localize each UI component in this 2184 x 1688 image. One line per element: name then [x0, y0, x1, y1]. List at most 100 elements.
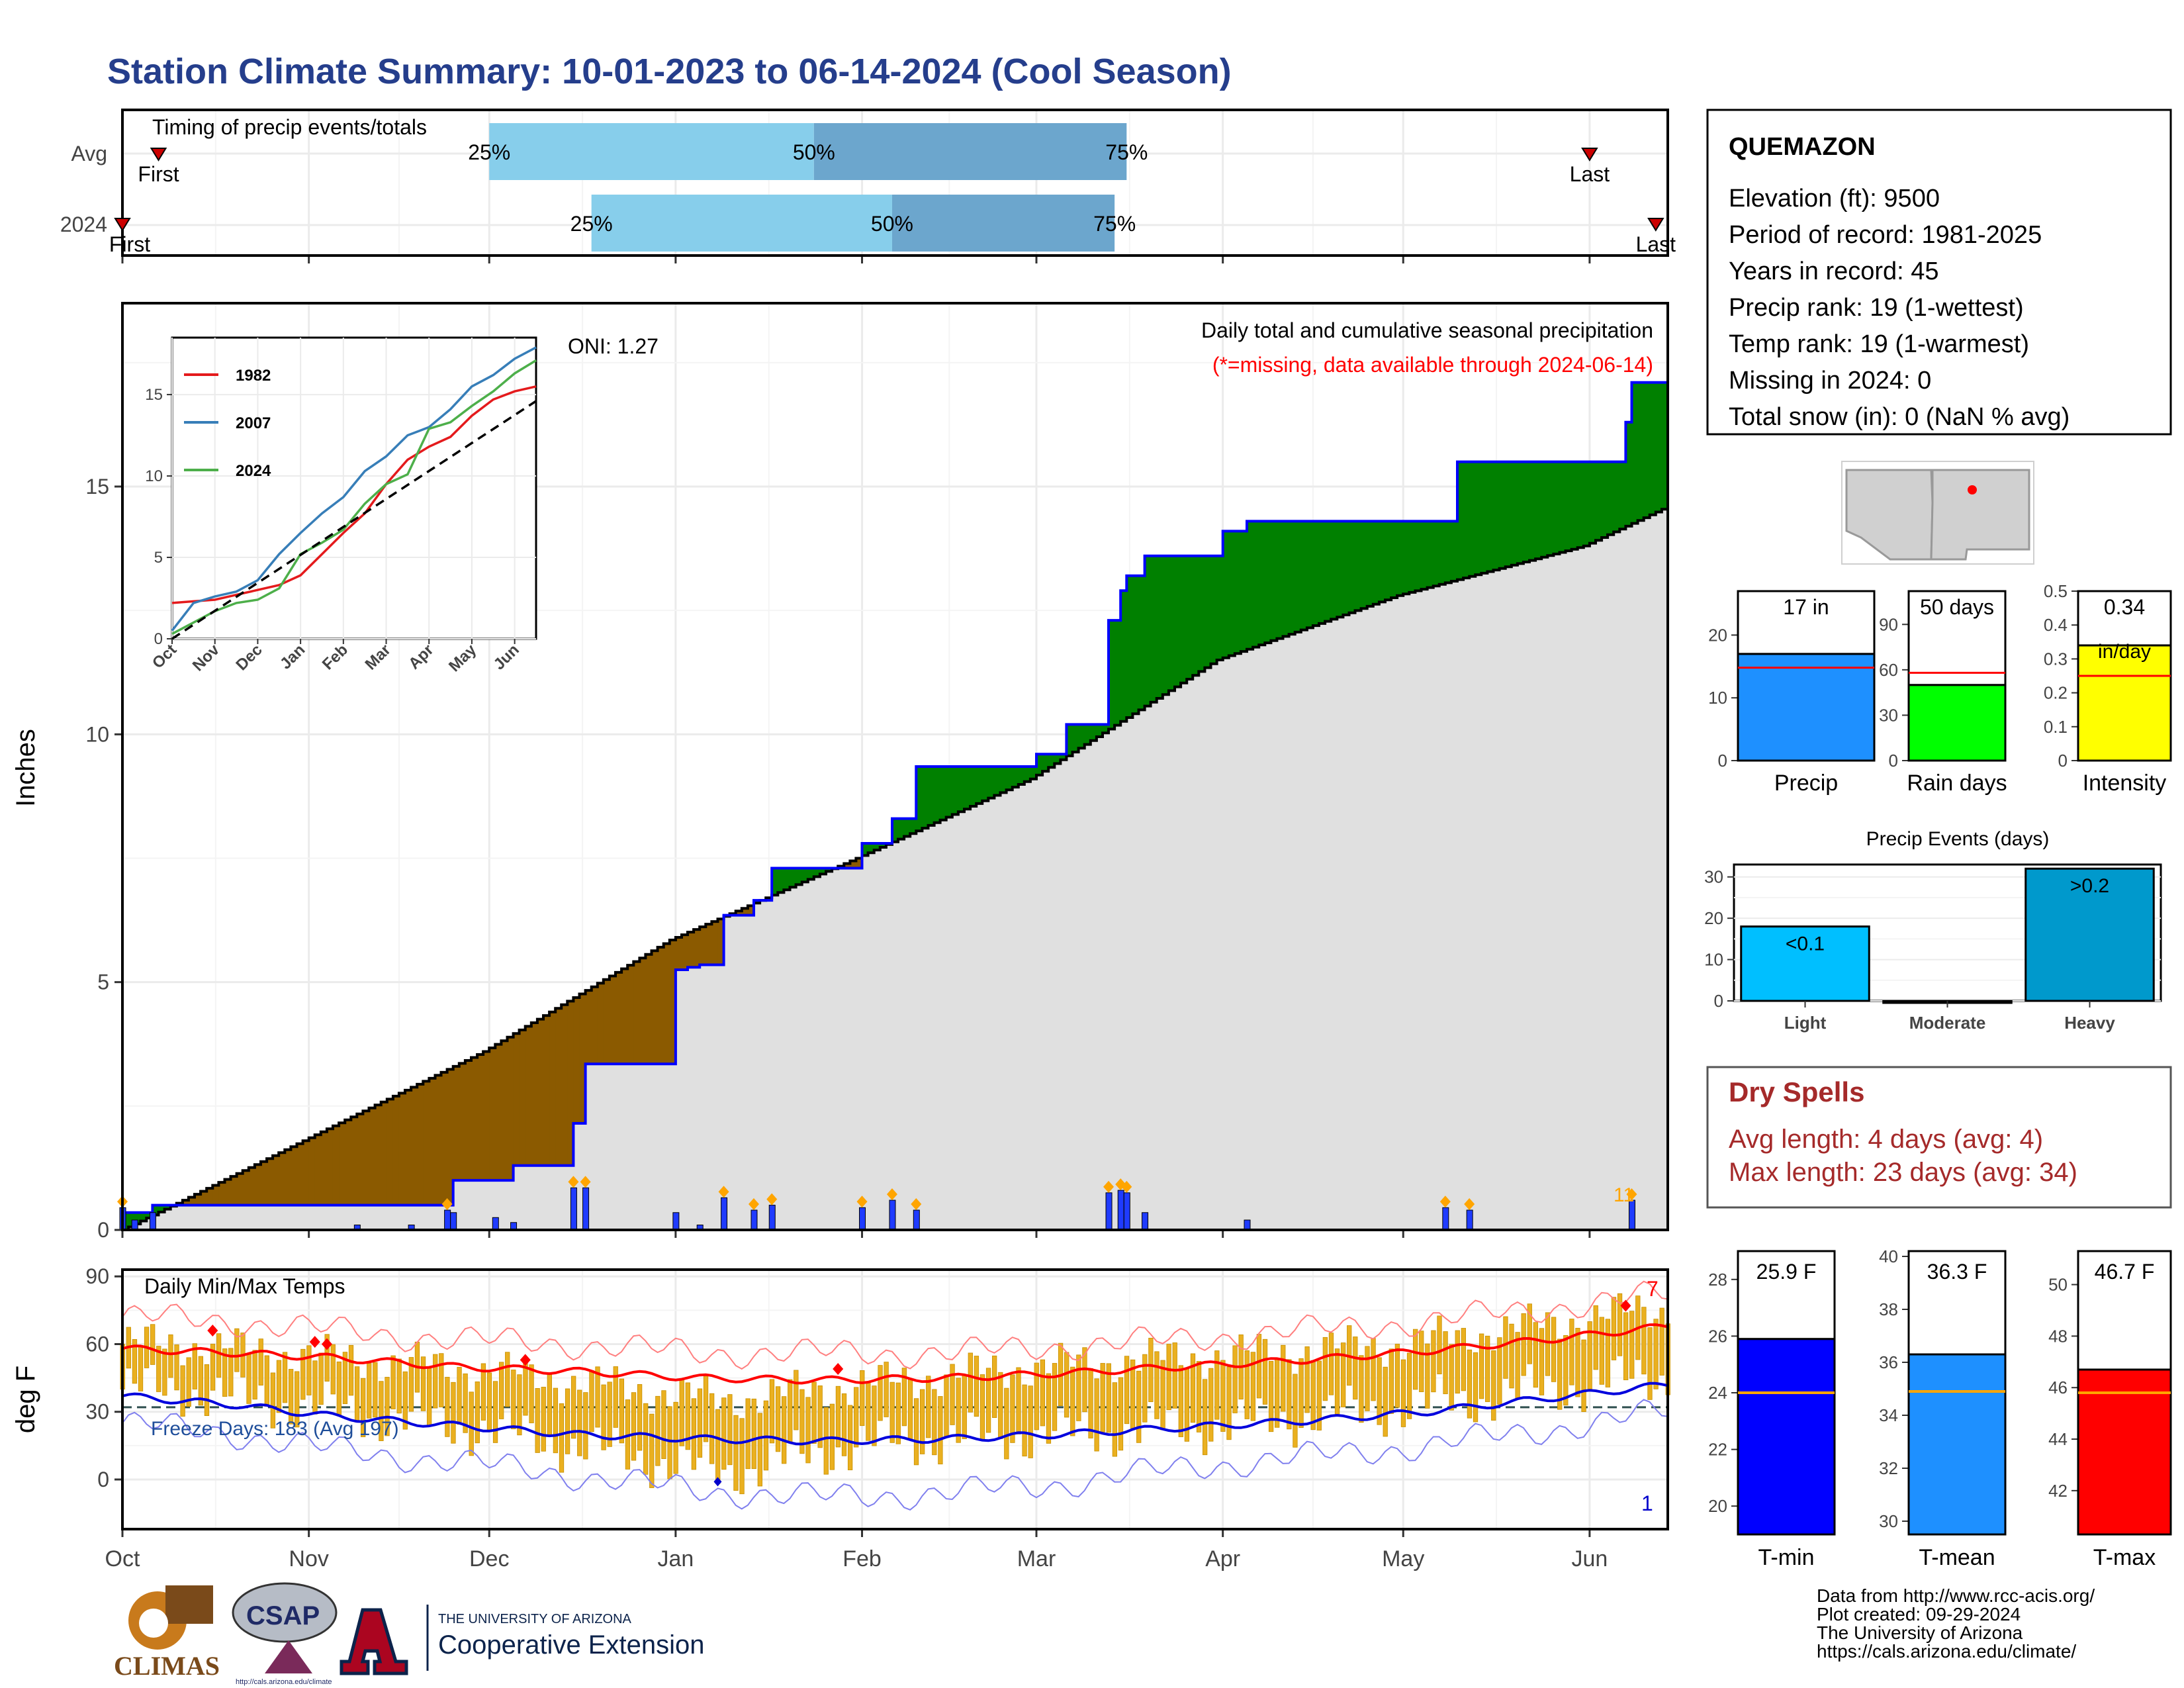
daily-temp-range-bar [907, 1378, 913, 1440]
precip-event-marker [1121, 1180, 1132, 1193]
above-average-fill [1306, 521, 1314, 628]
daily-temp-range-bar [1334, 1348, 1340, 1415]
timing-label-75: 75% [1105, 140, 1148, 164]
above-average-fill [952, 767, 959, 815]
daily-temp-range-bar [396, 1358, 402, 1414]
below-average-fill [681, 935, 688, 970]
temp-summary-value-label: 25.9 F [1756, 1260, 1817, 1284]
daily-temp-range-bar [1388, 1348, 1394, 1414]
first-event-marker [114, 218, 131, 232]
above-average-fill [1583, 461, 1590, 546]
precip-events-title: Precip Events (days) [1866, 828, 2050, 850]
daily-temp-range-bar [480, 1363, 486, 1421]
above-average-fill [1403, 521, 1410, 594]
below-average-fill [537, 1019, 544, 1166]
daily-temp-range-bar [258, 1338, 263, 1386]
credit-line-2: Plot created: 09-29-2024 [1817, 1604, 2021, 1624]
precip-y-tick-label: 10 [85, 722, 109, 746]
daily-temp-range-bar [751, 1398, 756, 1470]
daily-temp-range-bar [1016, 1367, 1021, 1434]
below-average-fill [735, 911, 743, 915]
daily-temp-range-bar [1076, 1354, 1081, 1421]
daily-temp-range-bar [595, 1366, 600, 1428]
temp-summary-y-tick-label: 32 [1879, 1458, 1898, 1478]
above-average-fill [1559, 461, 1567, 553]
above-average-fill [1553, 461, 1561, 554]
above-average-fill [1589, 461, 1596, 543]
temp-summary-y-tick-label: 20 [1708, 1496, 1727, 1516]
daily-temp-range-bar [919, 1389, 925, 1454]
climas-logo: CLIMAS [114, 1585, 220, 1681]
summary-y-tick-label: 10 [1708, 688, 1727, 708]
station-name: QUEMAZON [1729, 133, 1876, 161]
daily-temp-range-bar [1437, 1315, 1442, 1375]
daily-temp-range-bar [1310, 1360, 1316, 1430]
above-average-fill [1312, 521, 1320, 626]
timing-band-q50-q75 [891, 195, 1115, 252]
below-average-fill [326, 1129, 334, 1205]
below-average-fill [254, 1164, 261, 1205]
daily-temp-range-bar [535, 1387, 540, 1453]
daily-temp-range-bar [1617, 1293, 1623, 1356]
daily-temp-range-bar [348, 1344, 354, 1396]
timing-label-50: 50% [793, 140, 835, 164]
timing-bands [489, 123, 1127, 252]
daily-temp-range-bar [1653, 1319, 1659, 1389]
daily-temp-range-bar [1455, 1330, 1460, 1394]
summary-y-tick-label: 0 [2058, 751, 2068, 771]
precip-event-marker [718, 1186, 729, 1198]
daily-temp-range-bar [1190, 1353, 1196, 1423]
daily-temp-range-bar [944, 1374, 949, 1438]
daily-temp-range-bar [1034, 1362, 1039, 1430]
daily-temp-range-bar [1316, 1360, 1322, 1430]
daily-temp-range-bar [872, 1385, 877, 1446]
temp-panel: 0 30 60 90 deg F Daily Min/Max Temps Freeze… [11, 1264, 1670, 1571]
record-low-marker [713, 1477, 722, 1487]
ua-logo: THE UNIVERSITY OF ARIZONA Cooperative Ex… [340, 1605, 704, 1675]
daily-precip-bar [1244, 1219, 1251, 1231]
above-average-fill [1289, 521, 1296, 635]
csap-cloud [232, 1582, 338, 1643]
daily-temp-range-bar [1328, 1333, 1334, 1395]
above-average-fill [1409, 521, 1416, 592]
month-label-mar: Mar [1017, 1546, 1056, 1571]
below-average-fill [477, 1054, 484, 1181]
daily-temp-range-bar [1094, 1378, 1099, 1452]
timing-band-q25-q50 [489, 123, 814, 180]
daily-precip-bar [672, 1212, 680, 1231]
daily-temp-range-bar [486, 1372, 492, 1432]
temp-summary-y-tick-label: 44 [2048, 1429, 2068, 1449]
daily-temp-range-bar [192, 1343, 197, 1389]
record-high-marker [309, 1336, 320, 1348]
above-average-fill [1595, 461, 1602, 541]
above-average-fill [1283, 521, 1290, 637]
daily-temp-range-bar [1521, 1313, 1526, 1376]
below-average-fill [291, 1147, 298, 1205]
daily-temp-range-bar [571, 1376, 576, 1439]
first-event-label: First [138, 162, 179, 186]
daily-temp-range-bar [252, 1350, 257, 1400]
daily-temp-range-bar [330, 1344, 336, 1395]
avg-max-line [122, 1323, 1668, 1385]
below-average-fill [688, 932, 694, 968]
daily-temp-range-bar [583, 1392, 588, 1460]
above-average-fill [152, 1205, 159, 1215]
above-average-fill [1499, 461, 1506, 569]
below-average-fill [705, 924, 712, 965]
last-event-marker [1647, 218, 1664, 232]
temp-summary-bar-t-mean [1907, 1353, 2007, 1536]
daily-temp-range-bar [799, 1389, 805, 1454]
above-average-fill [1277, 521, 1284, 639]
temp-summary-y-tick-label: 36 [1879, 1352, 1898, 1372]
daily-temp-range-bar [1250, 1352, 1255, 1421]
below-average-fill [339, 1123, 345, 1205]
below-average-fill [519, 1029, 526, 1166]
above-average-fill [1006, 767, 1013, 790]
daily-temp-range-bar [619, 1378, 625, 1444]
station-detail-line: Temp rank: 19 (1-warmest) [1729, 330, 2029, 358]
above-average-fill [1156, 555, 1163, 698]
above-average-fill [826, 868, 833, 872]
daily-temp-range-bar [691, 1398, 697, 1470]
daily-temp-range-bar [426, 1368, 432, 1426]
